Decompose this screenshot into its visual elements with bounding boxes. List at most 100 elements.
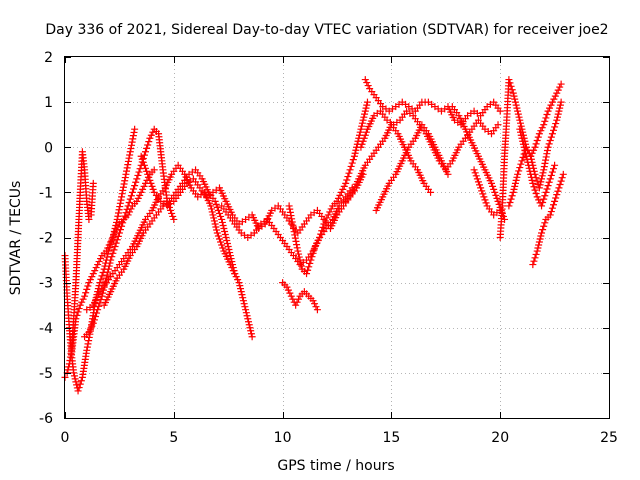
data-point-marker	[529, 179, 537, 187]
data-point-marker	[496, 107, 504, 115]
data-point-marker	[525, 164, 533, 172]
data-point-marker	[553, 191, 561, 199]
data-point-marker	[352, 146, 360, 154]
data-point-marker	[81, 292, 89, 300]
data-point-marker	[340, 182, 348, 190]
data-point-marker	[108, 235, 116, 243]
data-point-marker	[76, 301, 84, 309]
data-point-marker	[213, 226, 221, 234]
data-point-marker	[217, 238, 225, 246]
axis-ticks: 0 5 10 15 20 25 -6 -5 -4 -3 -2 -1 0 1 2	[39, 50, 618, 446]
data-point-marker	[116, 203, 124, 211]
data-point-marker	[133, 175, 141, 183]
data-point-marker	[547, 133, 555, 141]
data-point-marker	[286, 208, 294, 216]
data-point-marker	[529, 261, 537, 269]
data-point-marker	[110, 246, 118, 254]
data-point-marker	[540, 195, 548, 203]
data-point-marker	[144, 170, 152, 178]
data-point-marker	[361, 131, 369, 139]
grid-lines	[65, 57, 609, 418]
data-point-marker	[149, 185, 157, 193]
data-point-marker	[554, 187, 562, 195]
plot-frame	[64, 56, 610, 419]
data-point-marker	[363, 79, 371, 87]
data-point-marker	[494, 121, 502, 129]
data-point-marker	[472, 172, 480, 180]
data-point-marker	[144, 141, 152, 149]
data-point-marker	[546, 211, 554, 219]
data-point-marker	[139, 158, 147, 166]
data-point-marker	[118, 193, 126, 201]
data-point-marker	[98, 272, 106, 280]
data-point-marker	[308, 253, 316, 261]
data-point-marker	[288, 215, 296, 223]
data-point-marker	[505, 76, 513, 84]
data-point-marker	[304, 266, 312, 274]
data-point-marker	[207, 202, 215, 210]
data-point-marker	[551, 197, 559, 205]
data-point-marker	[122, 170, 130, 178]
data-point-marker	[347, 162, 355, 170]
data-series	[81, 125, 178, 341]
data-point-marker	[555, 184, 563, 192]
data-point-marker	[239, 294, 247, 302]
data-point-marker	[316, 234, 324, 241]
data-point-marker	[521, 146, 529, 154]
data-point-marker	[357, 143, 365, 151]
data-point-marker	[84, 340, 92, 348]
data-point-marker	[129, 135, 137, 143]
data-point-marker	[291, 231, 299, 239]
data-point-marker	[228, 258, 236, 266]
data-point-marker	[517, 128, 525, 136]
data-point-marker	[531, 254, 539, 262]
data-point-marker	[213, 203, 221, 211]
data-point-marker	[342, 179, 350, 187]
data-point-marker	[513, 173, 521, 181]
data-point-marker	[135, 168, 143, 176]
data-point-marker	[99, 286, 107, 294]
data-point-marker	[129, 132, 137, 140]
data-point-marker	[506, 199, 514, 207]
data-point-marker	[235, 279, 243, 287]
data-point-marker	[539, 169, 547, 177]
data-point-marker	[535, 241, 543, 249]
data-point-marker	[105, 262, 113, 270]
data-point-marker	[85, 337, 93, 345]
data-point-marker	[476, 181, 484, 189]
data-point-marker	[83, 346, 91, 354]
data-point-marker	[546, 136, 554, 144]
data-point-marker	[124, 161, 132, 169]
data-point-marker	[219, 244, 227, 252]
data-point-marker	[71, 375, 79, 383]
data-point-marker	[334, 194, 342, 202]
data-point-marker	[551, 92, 559, 100]
data-point-marker	[541, 117, 549, 125]
data-point-marker	[231, 270, 239, 278]
data-point-marker	[104, 268, 112, 276]
data-point-marker	[511, 98, 519, 106]
data-point-marker	[531, 143, 539, 151]
data-point-marker	[311, 243, 319, 251]
data-point-marker	[510, 185, 518, 193]
data-point-marker	[309, 297, 317, 305]
data-point-marker	[146, 134, 154, 142]
data-point-marker	[225, 246, 233, 254]
y-tick-label: -2	[39, 231, 53, 247]
data-point-marker	[120, 215, 128, 223]
data-point-marker	[523, 155, 531, 163]
data-series	[137, 152, 367, 237]
data-point-marker	[344, 173, 352, 181]
data-point-marker	[286, 205, 294, 213]
data-point-marker	[212, 200, 220, 208]
data-point-marker	[291, 234, 299, 242]
data-point-marker	[531, 186, 539, 194]
data-point-marker	[132, 178, 140, 186]
data-point-marker	[115, 206, 123, 214]
data-point-marker	[289, 221, 297, 229]
data-point-marker	[84, 282, 92, 290]
data-point-marker	[543, 150, 551, 158]
data-point-marker	[286, 289, 294, 297]
data-point-marker	[555, 107, 563, 115]
y-tick-label: 1	[44, 95, 53, 111]
